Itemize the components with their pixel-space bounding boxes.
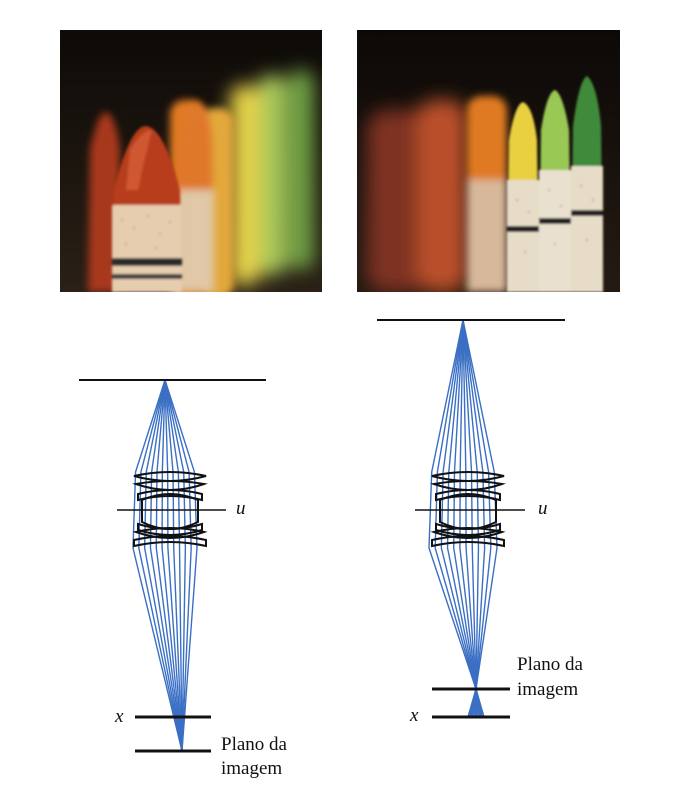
lens-element <box>133 471 207 482</box>
lens-element <box>141 493 199 530</box>
lens-element <box>439 493 497 530</box>
light-ray-diverging <box>467 688 477 718</box>
image-plane-label-left-line2: imagem <box>221 758 283 779</box>
aperture-label-left: u <box>236 498 246 519</box>
aperture-label-right: u <box>538 498 548 519</box>
lens-element <box>430 480 506 491</box>
image-plane-label-left-line1: Plano da <box>221 734 287 755</box>
lens-group-right <box>430 471 506 548</box>
lens-group-left <box>132 471 208 548</box>
rays-left <box>132 379 198 752</box>
crayons-photo-near-focus <box>60 30 322 292</box>
crayons-photo-far-focus <box>357 30 620 292</box>
image-plane-label-right-line1: Plano da <box>517 654 583 675</box>
lens-element <box>431 535 505 548</box>
crayons-far-focus-image <box>357 30 620 292</box>
image-plane-label-right-line2: imagem <box>517 679 579 700</box>
lens-element <box>133 535 207 548</box>
lens-element <box>132 480 208 491</box>
sensor-label-left: x <box>115 706 124 727</box>
crayons-near-focus-image <box>60 30 322 292</box>
sensor-label-right: x <box>410 705 419 726</box>
lens-element <box>431 471 505 482</box>
